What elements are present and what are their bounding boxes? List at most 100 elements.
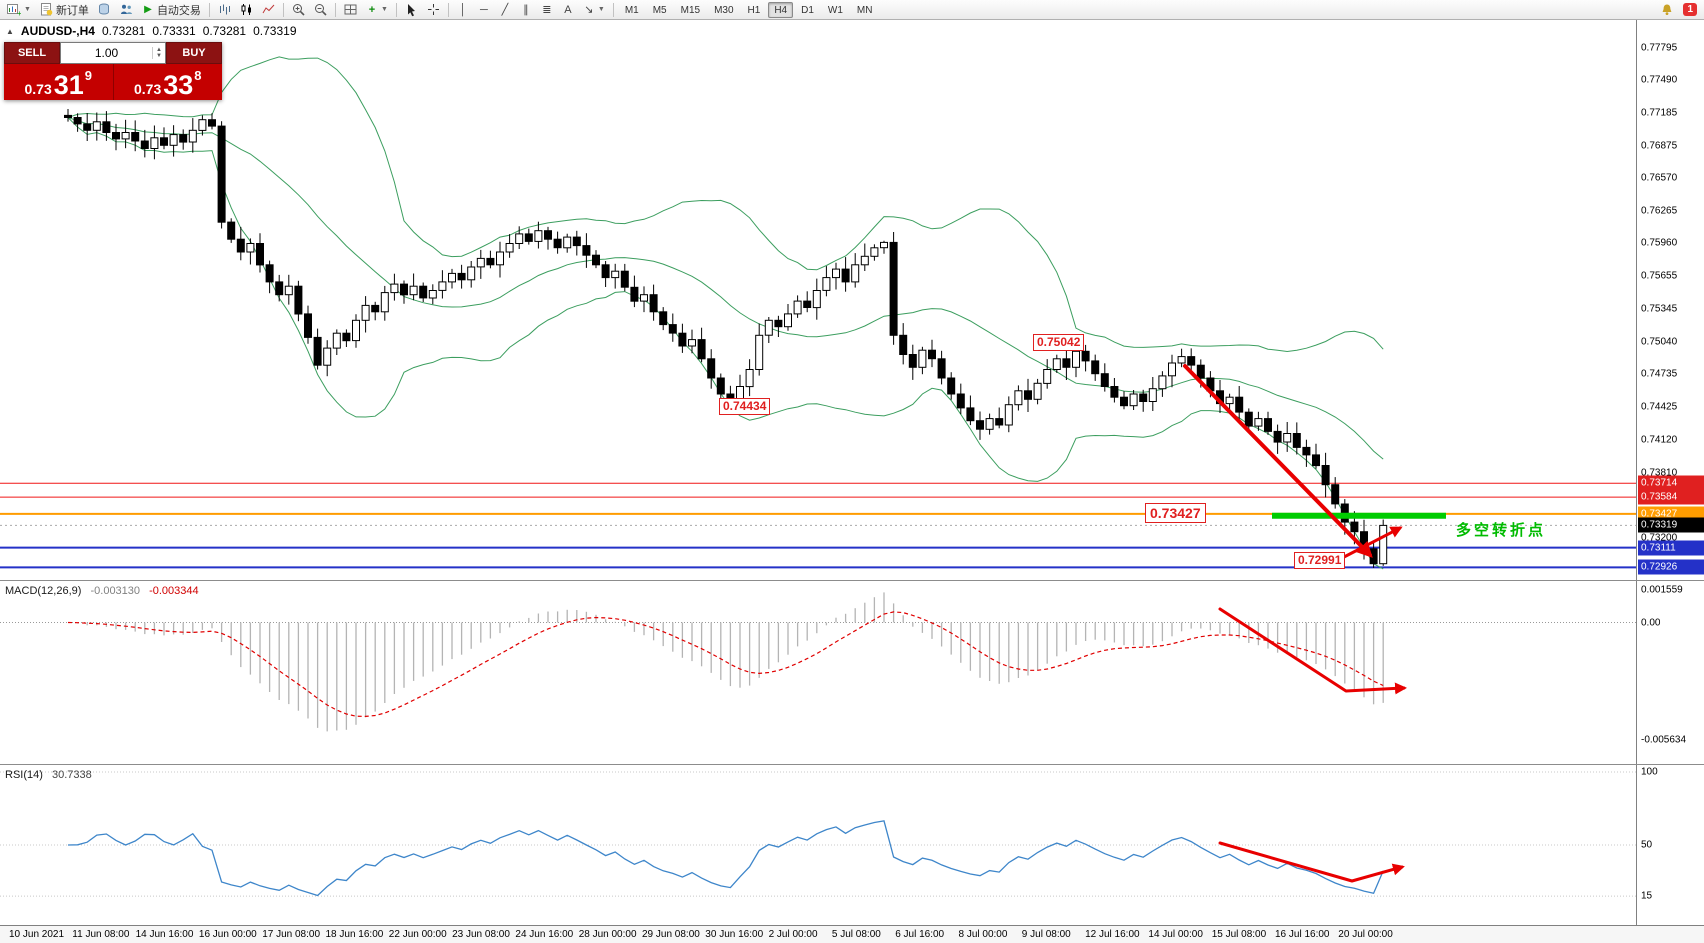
one-click-trading-widget: SELL 1.00 ▲ ▼ BUY 0.73 31 9 0.73 33 8 (4, 42, 222, 100)
fibonacci-tool-button[interactable]: ≣ (537, 1, 557, 19)
crosshair-tool-button[interactable] (423, 1, 444, 19)
panel-separator[interactable] (0, 764, 1704, 765)
order-doc-icon (40, 3, 53, 16)
scale-tick: 100 (1641, 766, 1658, 778)
buy-price-big: 33 (163, 70, 194, 100)
scale-tick: 0.74425 (1641, 401, 1678, 413)
time-axis-label: 11 Jun 08:00 (72, 929, 130, 940)
community-people-icon (120, 4, 132, 14)
scale-tick: 0.73200 (1641, 532, 1678, 544)
scale-tick: -0.005634 (1641, 734, 1687, 746)
indicators-list-button[interactable]: + ▼ (362, 1, 392, 19)
toolbar-separator (208, 2, 210, 17)
price-annotation[interactable]: 0.73427 (1145, 503, 1206, 523)
arrow-tool-icon: ↘ (584, 3, 594, 16)
price-annotation[interactable]: 0.72991 (1294, 552, 1346, 569)
timeframe-button-h4[interactable]: H4 (768, 1, 794, 18)
market-watch-button[interactable] (94, 1, 115, 19)
timeframe-button-w1[interactable]: W1 (827, 4, 843, 16)
history-cylinder-icon (98, 3, 109, 15)
cursor-tool-button[interactable] (401, 1, 422, 19)
volume-spinner[interactable]: ▲ ▼ (152, 47, 165, 59)
scale-tick: 0.73810 (1641, 467, 1678, 479)
spin-down-icon[interactable]: ▼ (156, 53, 162, 59)
price-annotation[interactable]: 0.74434 (719, 398, 771, 415)
price-annotation[interactable]: 0.75042 (1033, 334, 1085, 351)
line-chart-icon (262, 4, 275, 14)
chevron-down-icon: ▼ (380, 6, 388, 13)
trendline-tool-button[interactable]: ╱ (495, 1, 515, 19)
rsi-label: RSI(14) 30.7338 (5, 769, 92, 781)
panel-separator[interactable] (0, 580, 1704, 581)
horizontal-line-tool-button[interactable]: ─ (474, 1, 494, 19)
time-axis-label: 6 Jul 16:00 (895, 929, 945, 940)
bars-icon (219, 4, 230, 15)
notification-badge[interactable]: 1 (1683, 3, 1697, 16)
scale-tick: 0.75345 (1641, 303, 1678, 315)
timeframe-button-m15[interactable]: M15 (680, 4, 701, 16)
macd-label: MACD(12,26,9) -0.003130 -0.003344 (5, 585, 199, 597)
timeframe-button-m1[interactable]: M1 (624, 4, 639, 16)
buy-button[interactable]: BUY (166, 42, 222, 64)
community-button[interactable] (116, 1, 137, 19)
timeframe-button-h1[interactable]: H1 (747, 4, 761, 16)
time-axis[interactable]: 10 Jun 2021 11 Jun 08:00 14 Jun 16:00 16 Ju… (0, 925, 1704, 943)
time-axis-label: 18 Jun 16:00 (325, 929, 384, 940)
volume-value: 1.00 (94, 46, 119, 60)
zoom-in-button[interactable] (288, 1, 309, 19)
price-scale-badge: 0.73427 (1638, 506, 1704, 522)
spin-up-icon[interactable]: ▲ (156, 47, 162, 53)
vertical-line-tool-button[interactable]: │ (453, 1, 473, 19)
time-axis-label: 20 Jul 00:00 (1338, 929, 1393, 940)
price-scale[interactable]: 0.77795 0.77490 0.77185 0.76875 0.76570 0.762… (1636, 20, 1704, 925)
add-indicator-icon: + (368, 3, 376, 16)
time-axis-label: 12 Jul 16:00 (1085, 929, 1140, 940)
timeframe-button-d1[interactable]: D1 (801, 4, 814, 16)
sell-button[interactable]: SELL (4, 42, 60, 64)
auto-trading-label: 自动交易 (156, 4, 201, 17)
line-chart-type-button[interactable] (258, 1, 279, 19)
volume-input[interactable]: 1.00 ▲ ▼ (60, 42, 166, 64)
tile-windows-icon (344, 4, 357, 15)
scale-tick: 0.00 (1641, 617, 1661, 628)
sell-price[interactable]: 0.73 31 9 (4, 64, 113, 100)
buy-price-sup: 8 (194, 68, 202, 83)
price-scale-badge: 0.72926 (1638, 559, 1704, 575)
scale-tick: 0.77490 (1641, 74, 1678, 86)
timeframe-button-mn[interactable]: MN (856, 4, 873, 16)
price-scale-badge: 0.73111 (1638, 540, 1704, 556)
svg-text:+: + (17, 9, 21, 16)
scale-tick: 50 (1641, 839, 1653, 851)
bar-chart-type-button[interactable] (214, 1, 235, 19)
time-axis-label: 14 Jun 16:00 (135, 929, 194, 940)
zoom-out-icon (314, 4, 327, 16)
scale-tick: 0.76875 (1641, 140, 1678, 152)
scale-tick: 0.77795 (1641, 42, 1678, 54)
new-chart-button[interactable]: + ▼ (3, 1, 35, 19)
ohlc-high: 0.73331 (152, 24, 196, 38)
cursor-icon (407, 3, 415, 16)
play-icon: ▶ (144, 3, 152, 15)
time-axis-label: 30 Jun 16:00 (705, 929, 764, 940)
tile-windows-button[interactable] (340, 1, 361, 19)
turning-point-note[interactable]: 多空转折点 (1456, 522, 1547, 539)
time-axis-label: 16 Jun 00:00 (198, 929, 257, 940)
time-axis-label: 5 Jul 08:00 (831, 929, 881, 940)
toolbar-separator (395, 2, 397, 17)
arrows-tool-button[interactable]: ↘ ▼ (579, 1, 609, 19)
buy-price[interactable]: 0.73 33 8 (112, 64, 223, 100)
vertical-line-icon: │ (459, 3, 467, 16)
new-order-button[interactable]: 新订单 (36, 1, 93, 19)
candle-chart-type-button[interactable] (236, 1, 257, 19)
text-tool-button[interactable]: A (558, 1, 578, 19)
scale-tick: 0.75655 (1641, 270, 1678, 282)
timeframe-button-m5[interactable]: M5 (652, 4, 667, 16)
timeframe-button-m30[interactable]: M30 (714, 4, 734, 16)
scale-tick: 0.76265 (1641, 205, 1678, 217)
channel-tool-button[interactable]: ∥ (516, 1, 536, 19)
auto-trading-button[interactable]: ▶ 自动交易 (138, 1, 205, 19)
zoom-out-button[interactable] (310, 1, 331, 19)
alerts-button[interactable] (1656, 1, 1678, 19)
